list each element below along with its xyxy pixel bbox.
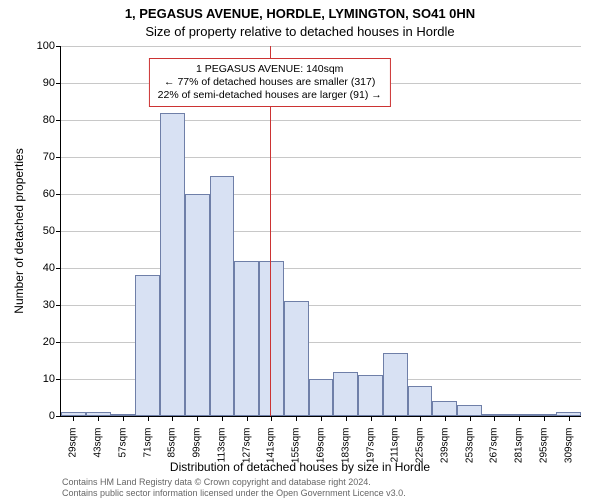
annotation-line: 22% of semi-detached houses are larger (… xyxy=(158,89,382,102)
histogram-bar xyxy=(383,353,408,416)
ytick-label: 30 xyxy=(43,299,55,311)
histogram-bar xyxy=(185,194,210,416)
xtick-mark xyxy=(470,416,471,421)
xtick-label: 29sqm xyxy=(68,428,79,458)
ytick-label: 50 xyxy=(43,225,55,237)
xtick-label: 57sqm xyxy=(117,428,128,458)
xtick-mark xyxy=(321,416,322,421)
y-axis-label: Number of detached properties xyxy=(12,148,26,313)
xtick-label: 85sqm xyxy=(167,428,178,458)
ytick-mark xyxy=(56,379,61,380)
xtick-label: 183sqm xyxy=(340,428,351,464)
ytick-mark xyxy=(56,46,61,47)
xtick-mark xyxy=(346,416,347,421)
chart-title-main: 1, PEGASUS AVENUE, HORDLE, LYMINGTON, SO… xyxy=(0,6,600,21)
ytick-mark xyxy=(56,120,61,121)
histogram-bar xyxy=(358,375,383,416)
xtick-label: 309sqm xyxy=(563,428,574,464)
ytick-label: 10 xyxy=(43,373,55,385)
chart-title-sub: Size of property relative to detached ho… xyxy=(0,24,600,39)
xtick-mark xyxy=(222,416,223,421)
gridline xyxy=(61,268,581,269)
ytick-mark xyxy=(56,231,61,232)
xtick-label: 127sqm xyxy=(241,428,252,464)
xtick-label: 225sqm xyxy=(415,428,426,464)
ytick-mark xyxy=(56,268,61,269)
ytick-mark xyxy=(56,194,61,195)
chart-plot-area: 010203040506070809010029sqm43sqm57sqm71s… xyxy=(60,46,581,417)
gridline xyxy=(61,46,581,47)
histogram-bar xyxy=(333,372,358,416)
xtick-label: 43sqm xyxy=(93,428,104,458)
xtick-mark xyxy=(420,416,421,421)
xtick-label: 211sqm xyxy=(390,428,401,463)
xtick-mark xyxy=(494,416,495,421)
histogram-bar xyxy=(135,275,160,416)
xtick-label: 281sqm xyxy=(514,428,525,464)
gridline xyxy=(61,231,581,232)
ytick-mark xyxy=(56,83,61,84)
histogram-bar xyxy=(457,405,482,416)
footer-line-2: Contains public sector information licen… xyxy=(62,488,406,498)
xtick-label: 71sqm xyxy=(142,428,153,458)
xtick-mark xyxy=(148,416,149,421)
histogram-bar xyxy=(309,379,334,416)
ytick-mark xyxy=(56,157,61,158)
xtick-mark xyxy=(445,416,446,421)
xtick-mark xyxy=(271,416,272,421)
x-axis-label: Distribution of detached houses by size … xyxy=(0,460,600,474)
xtick-mark xyxy=(371,416,372,421)
ytick-mark xyxy=(56,305,61,306)
xtick-mark xyxy=(98,416,99,421)
xtick-mark xyxy=(197,416,198,421)
xtick-mark xyxy=(519,416,520,421)
annotation-box: 1 PEGASUS AVENUE: 140sqm← 77% of detache… xyxy=(149,58,391,107)
ytick-label: 80 xyxy=(43,114,55,126)
histogram-bar xyxy=(160,113,185,416)
xtick-label: 295sqm xyxy=(538,428,549,464)
histogram-bar xyxy=(234,261,259,416)
ytick-label: 60 xyxy=(43,188,55,200)
footer-line-1: Contains HM Land Registry data © Crown c… xyxy=(62,477,406,487)
histogram-bar xyxy=(259,261,284,416)
ytick-label: 90 xyxy=(43,77,55,89)
annotation-line: ← 77% of detached houses are smaller (31… xyxy=(158,76,382,89)
xtick-mark xyxy=(172,416,173,421)
gridline xyxy=(61,194,581,195)
xtick-mark xyxy=(247,416,248,421)
xtick-mark xyxy=(73,416,74,421)
histogram-bar xyxy=(432,401,457,416)
xtick-mark xyxy=(544,416,545,421)
gridline xyxy=(61,120,581,121)
ytick-label: 20 xyxy=(43,336,55,348)
xtick-label: 197sqm xyxy=(365,428,376,464)
xtick-label: 113sqm xyxy=(216,428,227,463)
xtick-label: 267sqm xyxy=(489,428,500,464)
gridline xyxy=(61,157,581,158)
xtick-mark xyxy=(569,416,570,421)
histogram-bar xyxy=(284,301,309,416)
xtick-mark xyxy=(296,416,297,421)
ytick-mark xyxy=(56,416,61,417)
xtick-label: 239sqm xyxy=(439,428,450,464)
xtick-label: 99sqm xyxy=(192,428,203,458)
ytick-label: 70 xyxy=(43,151,55,163)
ytick-mark xyxy=(56,342,61,343)
annotation-line: 1 PEGASUS AVENUE: 140sqm xyxy=(158,63,382,76)
xtick-label: 141sqm xyxy=(266,428,277,464)
histogram-bar xyxy=(210,176,235,417)
xtick-label: 253sqm xyxy=(464,428,475,464)
xtick-mark xyxy=(123,416,124,421)
ytick-label: 0 xyxy=(49,410,55,422)
ytick-label: 40 xyxy=(43,262,55,274)
xtick-label: 169sqm xyxy=(316,428,327,464)
xtick-label: 155sqm xyxy=(291,428,302,464)
ytick-label: 100 xyxy=(37,40,55,52)
histogram-bar xyxy=(408,386,433,416)
footer-attribution: Contains HM Land Registry data © Crown c… xyxy=(62,477,406,498)
xtick-mark xyxy=(395,416,396,421)
